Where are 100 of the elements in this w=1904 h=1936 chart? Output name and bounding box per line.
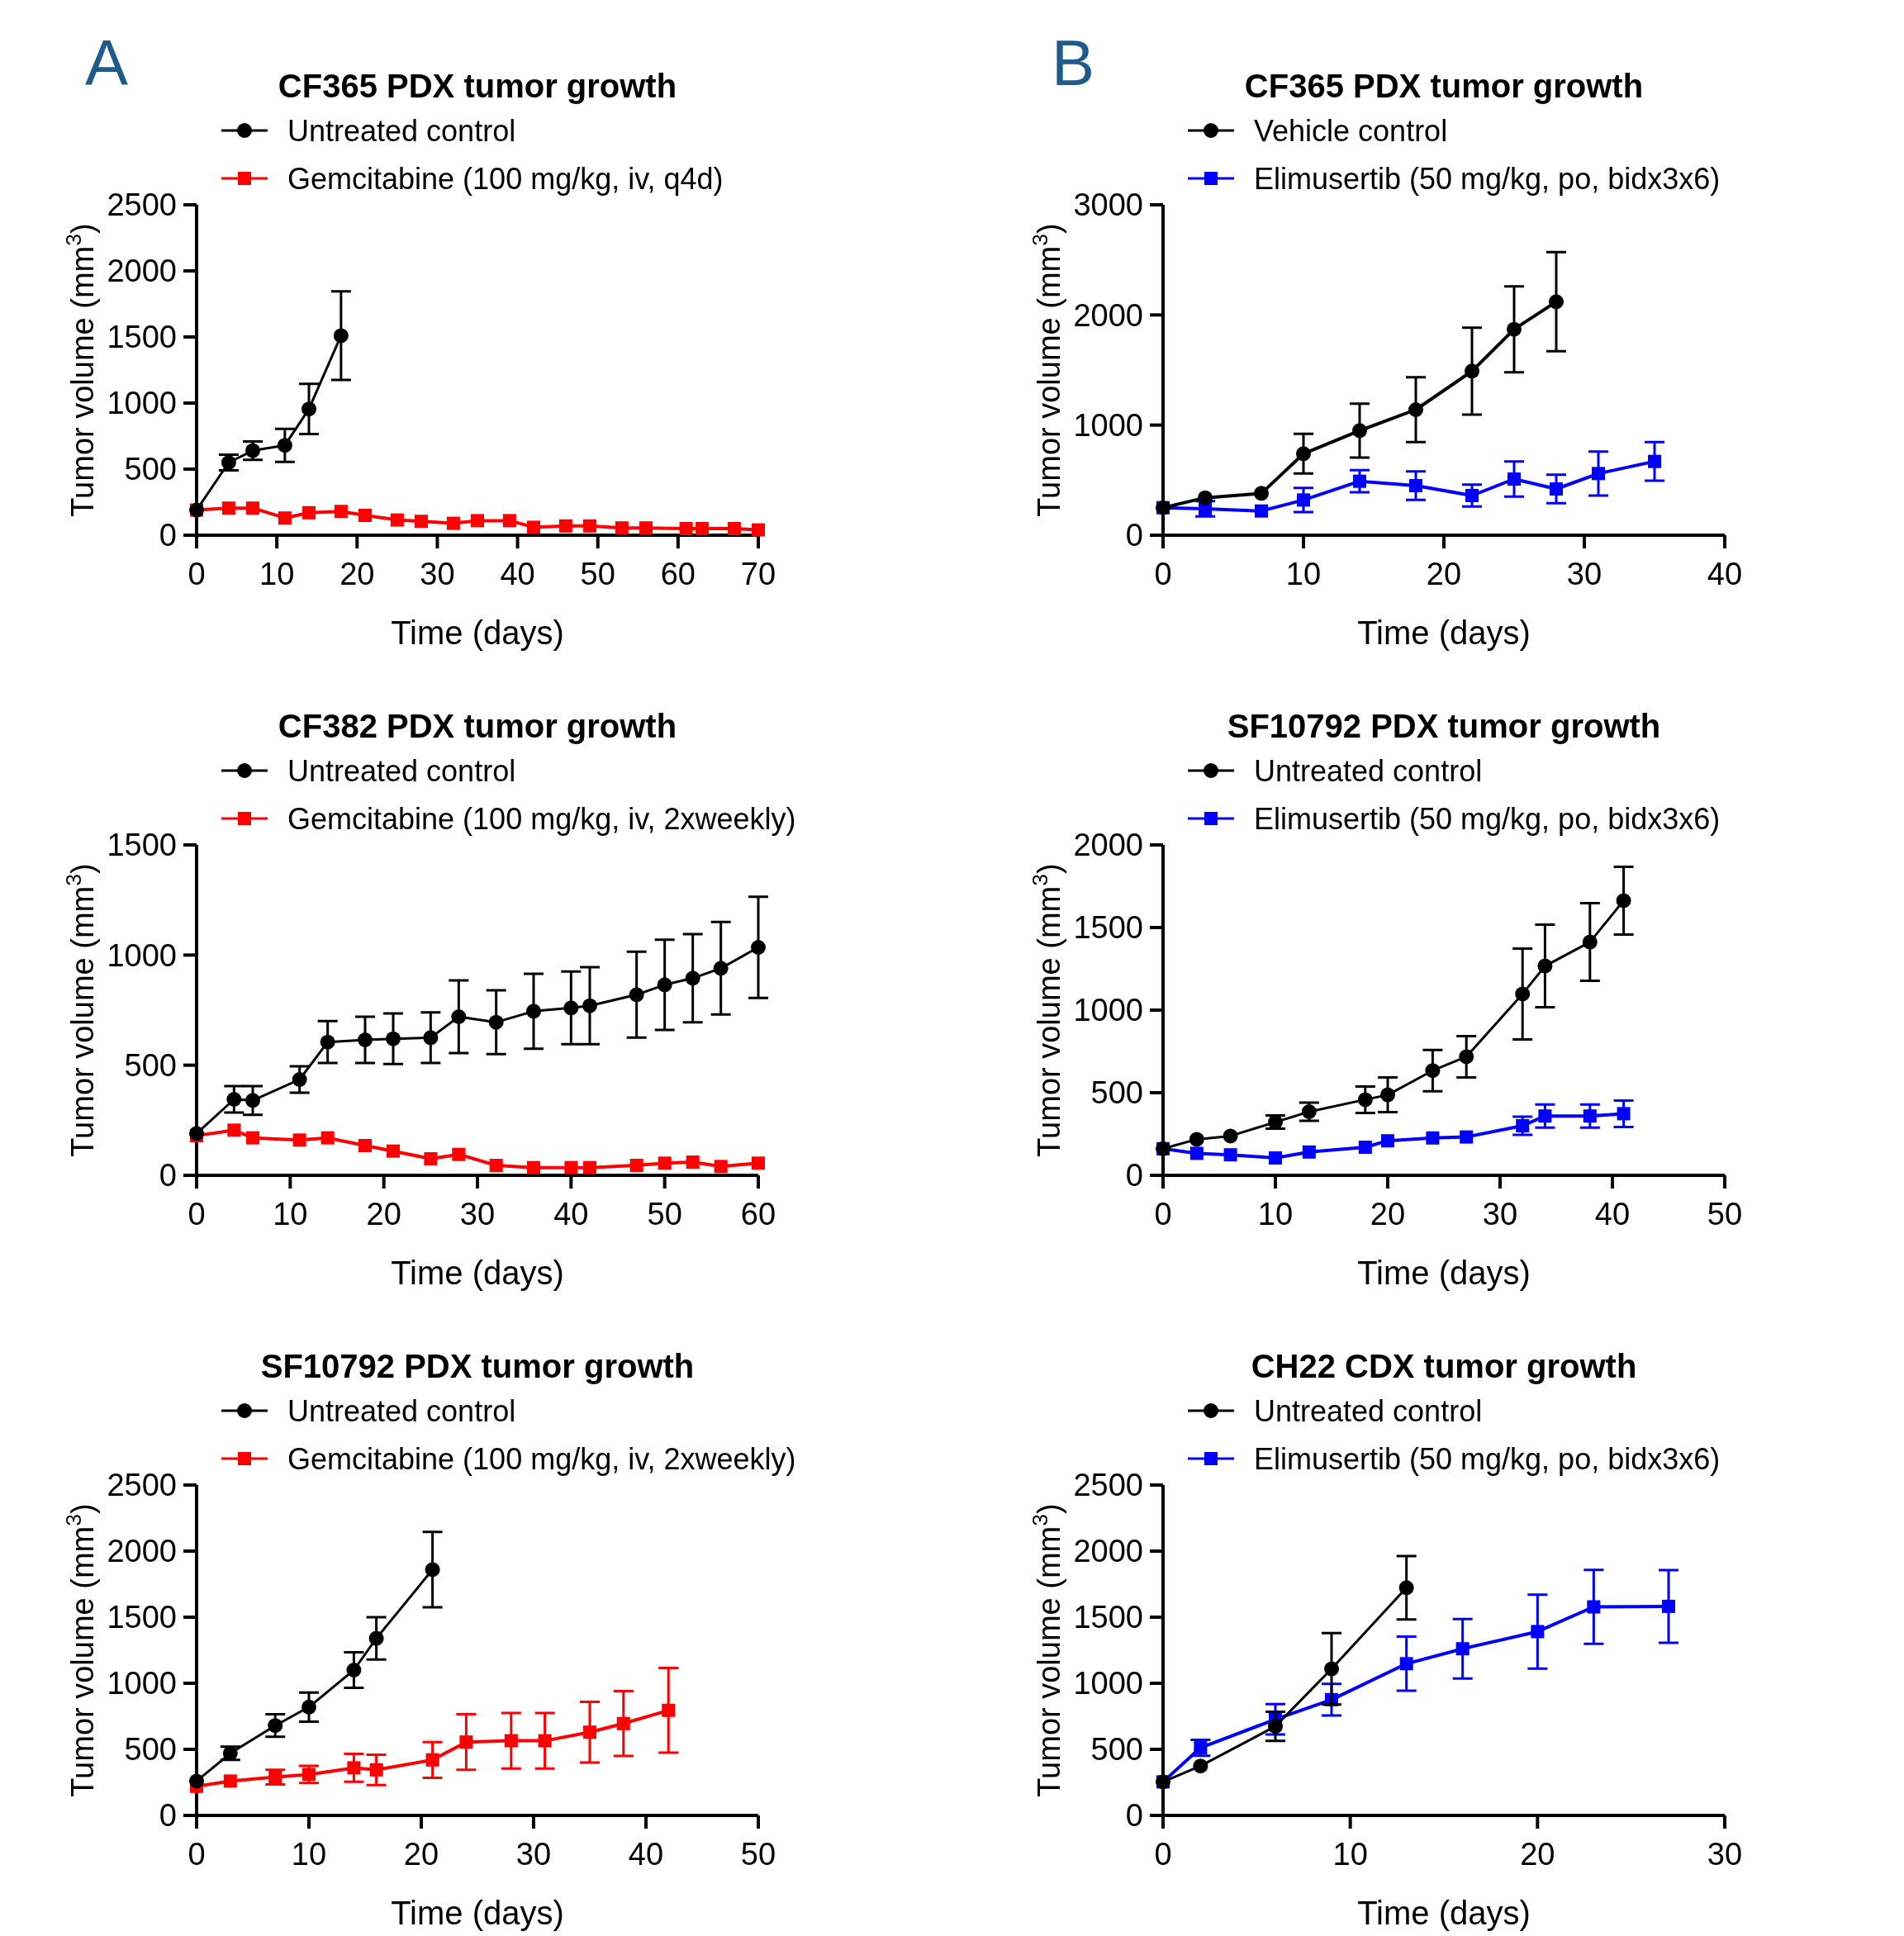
point: [489, 1159, 503, 1172]
point: [292, 1072, 307, 1087]
point: [752, 523, 765, 537]
x-tick-label: 0: [188, 1837, 206, 1872]
x-axis-title: Time (days): [1357, 1895, 1531, 1931]
point: [1516, 1119, 1530, 1132]
x-tick-label: 40: [1707, 557, 1743, 591]
point: [302, 401, 316, 417]
y-tick-label: 1000: [1073, 407, 1143, 443]
x-tick-label: 40: [628, 1837, 664, 1872]
point: [189, 1773, 204, 1789]
point: [1189, 1146, 1204, 1160]
point: [333, 328, 349, 344]
x-axis-title: Time (days): [391, 1255, 564, 1291]
y-tick-label: 0: [1125, 518, 1143, 553]
x-tick-label: 10: [1332, 1837, 1368, 1872]
y-tick-label: 0: [159, 1158, 177, 1193]
point: [1537, 958, 1553, 974]
point: [425, 1753, 439, 1767]
point: [358, 1032, 373, 1047]
x-tick-label: 30: [420, 557, 455, 591]
point: [504, 1734, 518, 1748]
point: [358, 509, 372, 522]
x-tick-label: 20: [366, 1197, 401, 1231]
x-axis-title: Time (days): [391, 1895, 564, 1931]
chart-title: CF365 PDX tumor growth: [1244, 68, 1644, 104]
x-tick-label: 10: [259, 557, 295, 591]
legend-label: Gemcitabine (100 mg/kg, iv, 2xweekly): [287, 1441, 796, 1476]
point: [446, 516, 460, 530]
point: [1302, 1145, 1316, 1159]
y-tick-label: 500: [124, 1047, 177, 1083]
point: [1198, 490, 1213, 505]
y-tick-label: 1000: [107, 1666, 177, 1701]
point: [582, 998, 597, 1013]
x-tick-label: 20: [403, 1837, 439, 1872]
point: [629, 987, 644, 1003]
x-axis-title: Time (days): [1357, 614, 1531, 651]
y-tick-label: 2500: [107, 1468, 177, 1503]
point: [1617, 1107, 1631, 1121]
point: [583, 1725, 596, 1739]
point: [471, 514, 484, 528]
y-tick-label: 500: [124, 1732, 177, 1768]
x-axis-title: Time (days): [391, 614, 564, 651]
point: [527, 1160, 540, 1174]
point: [1592, 467, 1605, 481]
point: [425, 1562, 440, 1578]
legend-label: Elimusertib (50 mg/kg, po, bidx3x6): [1254, 1441, 1721, 1476]
point: [662, 1703, 676, 1717]
legend-label: Untreated control: [1254, 753, 1483, 788]
point: [302, 1699, 316, 1715]
point: [1408, 402, 1423, 417]
y-tick-label: 2000: [1073, 297, 1143, 333]
point: [1550, 482, 1563, 496]
legend-label: Elimusertib (50 mg/kg, po, bidx3x6): [1254, 801, 1721, 836]
point: [1515, 986, 1531, 1002]
y-tick-label: 0: [159, 518, 177, 553]
y-tick-label: 2000: [1073, 828, 1143, 863]
y-tick-label: 1500: [107, 1600, 177, 1635]
point: [1582, 934, 1598, 950]
point: [452, 1147, 466, 1161]
point: [1587, 1600, 1601, 1614]
y-tick-label: 1000: [1073, 993, 1143, 1028]
x-tick-label: 20: [1426, 557, 1462, 591]
x-tick-label: 0: [1154, 1837, 1172, 1872]
point: [347, 1761, 361, 1775]
point: [246, 501, 259, 515]
point: [1353, 474, 1366, 488]
y-tick-label: 0: [1125, 1158, 1143, 1193]
point: [1662, 1599, 1675, 1613]
point: [320, 1034, 335, 1050]
point: [1352, 423, 1367, 439]
x-tick-label: 0: [1154, 1197, 1172, 1231]
point: [386, 1031, 401, 1046]
y-tick-label: 1500: [107, 320, 177, 355]
point: [1465, 489, 1479, 502]
x-tick-label: 10: [273, 1197, 308, 1231]
x-tick-label: 70: [740, 557, 776, 591]
y-tick-label: 1000: [107, 937, 177, 973]
point: [583, 1160, 596, 1174]
point: [246, 1131, 259, 1145]
point: [1268, 1719, 1283, 1734]
point: [387, 1144, 400, 1158]
x-tick-label: 10: [1285, 557, 1322, 591]
point: [1358, 1141, 1372, 1154]
point: [1531, 1625, 1545, 1639]
x-tick-label: 30: [1566, 557, 1602, 591]
point: [685, 970, 700, 986]
point: [424, 1152, 438, 1165]
point: [1189, 1132, 1204, 1147]
point: [277, 438, 292, 453]
point: [1425, 1063, 1441, 1079]
x-tick-label: 40: [500, 557, 535, 591]
chart-title: CH22 CDX tumor growth: [1251, 1348, 1637, 1384]
point: [696, 522, 709, 535]
point: [292, 1133, 306, 1147]
x-tick-label: 0: [188, 1197, 206, 1231]
x-tick-label: 50: [740, 1837, 776, 1872]
point: [221, 501, 235, 515]
point: [658, 1156, 672, 1170]
point: [1269, 1151, 1282, 1165]
